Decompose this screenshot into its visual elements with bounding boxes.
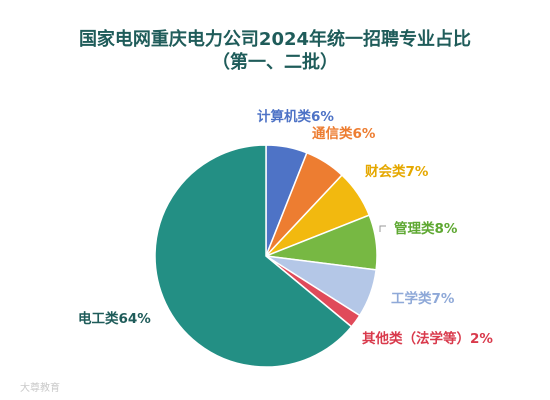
slice-label: 计算机类6% [257,108,334,125]
chart-subtitle: （第一、二批） [212,51,338,73]
slice-label: 通信类6% [312,125,376,142]
slice-label: 财会类7% [364,163,429,180]
slice-label: 其他类（法学等）2% [362,330,493,347]
pie-labels: 计算机类6%通信类6% 财会类7% 管理类8% 工学类7% 其他类（法学等）2% 电工类6… [78,108,493,347]
slice-label: 管理类8% [394,220,458,237]
leader-line [379,225,386,232]
slice-label: 电工类64% [78,310,151,327]
chart-title: 国家电网重庆电力公司2024年统一招聘专业占比 [79,28,471,50]
watermark-text: 大尊教育 [20,381,60,394]
slice-label: 工学类7% [391,290,455,307]
pie-slices [154,144,378,368]
pie-slice [154,144,353,368]
